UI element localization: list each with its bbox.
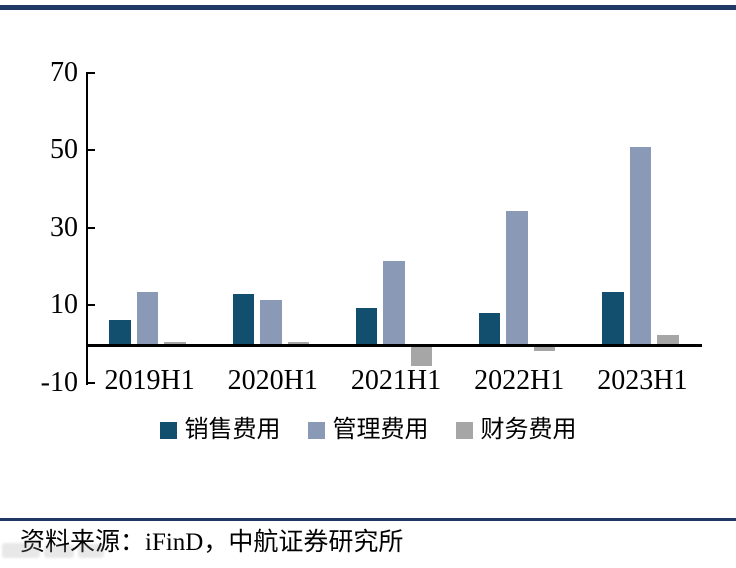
y-axis-tick-label: -10 <box>40 366 78 398</box>
legend-label: 销售费用 <box>184 417 281 443</box>
legend-swatch-icon <box>159 421 177 439</box>
x-axis-category-label: 2022H1 <box>474 365 565 396</box>
x-axis-category-label: 2021H1 <box>350 365 442 396</box>
x-axis-category-label: 2023H1 <box>597 365 688 396</box>
x-axis-category-label: 2019H1 <box>104 365 195 396</box>
legend-swatch-icon <box>455 421 473 439</box>
legend-item-管理费用: 管理费用 <box>307 416 429 444</box>
bar-财务费用-2023H1 <box>657 335 679 344</box>
bar-管理费用-2020H1 <box>260 300 282 344</box>
bar-管理费用-2023H1 <box>629 147 652 344</box>
y-axis-tick <box>86 304 95 307</box>
bar-财务费用-2020H1 <box>287 342 310 344</box>
y-axis-tick <box>86 149 95 152</box>
legend-swatch-icon <box>307 421 325 439</box>
x-axis-zero-line <box>86 344 702 347</box>
x-axis-category-label: 2020H1 <box>227 365 318 396</box>
top-rule <box>0 5 736 10</box>
source-note: 资料来源：iFinD，中航证券研究所 <box>20 529 404 556</box>
bar-管理费用-2019H1 <box>136 291 159 344</box>
y-axis-tick-label: 70 <box>50 56 78 88</box>
chart-legend: 销售费用 管理费用 财务费用 <box>0 416 736 444</box>
y-axis-tick <box>86 71 95 74</box>
y-axis-tick <box>86 226 95 229</box>
bar-管理费用-2021H1 <box>383 260 405 344</box>
y-axis-tick-label: 10 <box>50 289 78 321</box>
legend-item-销售费用: 销售费用 <box>159 416 281 444</box>
bar-财务费用-2021H1 <box>410 347 433 367</box>
y-axis-tick <box>86 381 95 384</box>
legend-label: 管理费用 <box>332 417 429 443</box>
bar-销售费用-2023H1 <box>602 291 624 344</box>
bar-财务费用-2019H1 <box>164 342 186 344</box>
y-axis-tick-label: 50 <box>50 134 78 166</box>
bar-财务费用-2022H1 <box>533 347 556 351</box>
legend-item-财务费用: 财务费用 <box>455 416 577 444</box>
y-axis-line <box>86 72 88 385</box>
legend-label: 财务费用 <box>480 417 577 443</box>
bar-销售费用-2019H1 <box>109 319 131 344</box>
bottom-rule <box>0 518 736 521</box>
bar-管理费用-2022H1 <box>506 211 528 344</box>
bar-销售费用-2022H1 <box>478 313 501 344</box>
bar-销售费用-2021H1 <box>355 307 378 344</box>
bar-销售费用-2020H1 <box>232 293 255 344</box>
y-axis-tick-label: 30 <box>50 211 78 243</box>
